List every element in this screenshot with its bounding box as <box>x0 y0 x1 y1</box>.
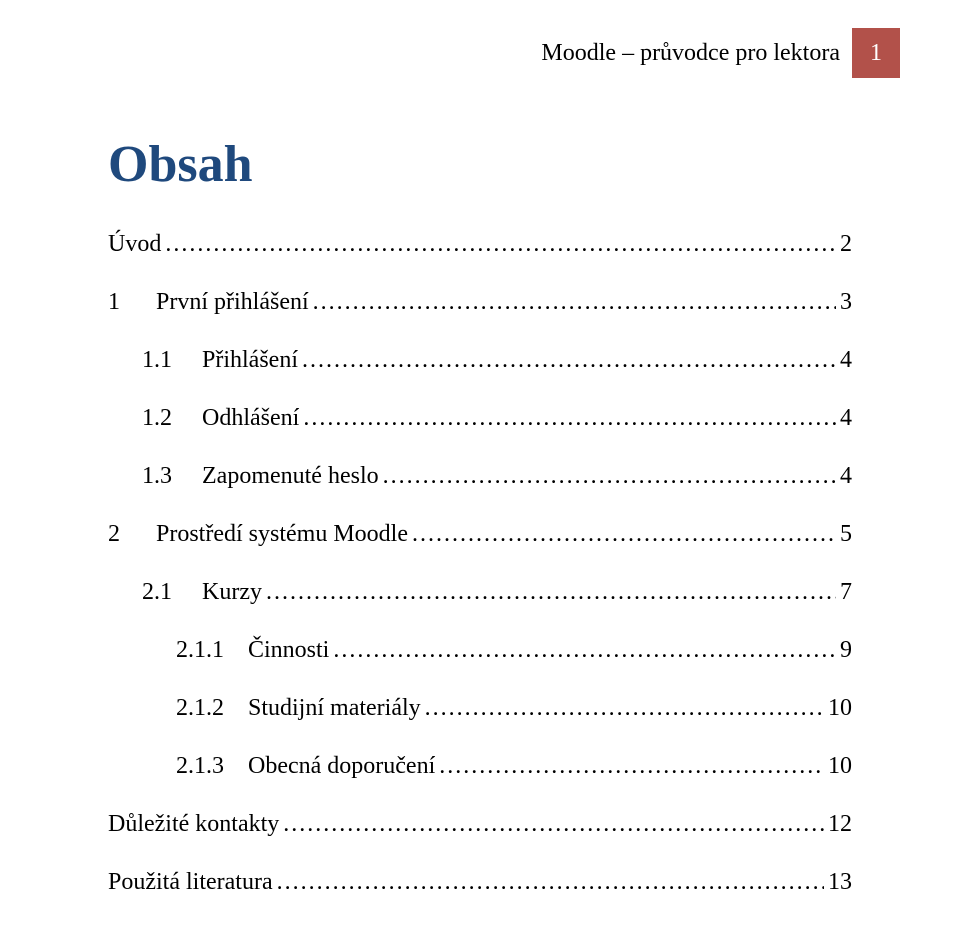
toc-entry: Důležité kontakty 12 <box>108 812 852 836</box>
toc-entry-label: 2.1.2 Studijní materiály <box>176 696 421 720</box>
toc-entry-title: Přihlášení <box>202 347 298 373</box>
toc-entry-page: 10 <box>828 754 852 778</box>
toc-entry-label: 1.2 Odhlášení <box>142 406 299 430</box>
toc-leader-dots <box>283 812 824 836</box>
toc-entry-page: 9 <box>840 638 852 662</box>
toc-entry-label: Důležité kontakty <box>108 812 279 836</box>
toc-entry-number: 1.3 <box>142 464 190 488</box>
table-of-contents: Úvod 2 1 První přihlášení 3 1.1 Přihlášení 4… <box>108 232 852 928</box>
toc-entry-page: 13 <box>828 870 852 894</box>
toc-leader-dots <box>383 464 836 488</box>
toc-entry-label: 2.1 Kurzy <box>142 580 262 604</box>
toc-leader-dots <box>302 348 836 372</box>
toc-entry: 1.3 Zapomenuté heslo 4 <box>108 464 852 488</box>
toc-leader-dots <box>425 696 824 720</box>
toc-leader-dots <box>165 232 836 256</box>
toc-entry: 1.1 Přihlášení 4 <box>108 348 852 372</box>
toc-entry-label: 2.1.3 Obecná doporučení <box>176 754 435 778</box>
toc-entry-page: 4 <box>840 406 852 430</box>
toc-entry: 2.1.1 Činnosti 9 <box>108 638 852 662</box>
toc-entry-label: 2 Prostředí systému Moodle <box>108 522 408 546</box>
toc-leader-dots <box>439 754 824 778</box>
toc-entry-title: Studijní materiály <box>248 695 421 721</box>
toc-entry-page: 3 <box>840 290 852 314</box>
toc-entry-label: 2.1.1 Činnosti <box>176 638 329 662</box>
toc-entry-label: Úvod <box>108 232 161 256</box>
toc-entry-title: Kurzy <box>202 579 262 605</box>
toc-entry: 2.1.3 Obecná doporučení 10 <box>108 754 852 778</box>
toc-entry-number: 1.2 <box>142 406 190 430</box>
toc-heading: Obsah <box>108 135 253 194</box>
toc-entry: Použitá literatura 13 <box>108 870 852 894</box>
toc-entry: 2.1.2 Studijní materiály 10 <box>108 696 852 720</box>
page-header: Moodle – průvodce pro lektora 1 <box>541 28 900 78</box>
toc-entry: Úvod 2 <box>108 232 852 256</box>
toc-entry-page: 12 <box>828 812 852 836</box>
toc-leader-dots <box>266 580 836 604</box>
toc-entry-label: Použitá literatura <box>108 870 273 894</box>
toc-leader-dots <box>333 638 836 662</box>
toc-entry: 1 První přihlášení 3 <box>108 290 852 314</box>
toc-entry-title: Prostředí systému Moodle <box>156 521 408 547</box>
toc-entry: 1.2 Odhlášení 4 <box>108 406 852 430</box>
toc-entry-page: 10 <box>828 696 852 720</box>
toc-entry-title: Použitá literatura <box>108 869 273 895</box>
toc-entry-title: Zapomenuté heslo <box>202 463 379 489</box>
document-page: Moodle – průvodce pro lektora 1 Obsah Úv… <box>0 0 960 890</box>
header-title: Moodle – průvodce pro lektora <box>541 28 850 78</box>
toc-entry-title: Úvod <box>108 231 161 257</box>
toc-entry-label: 1 První přihlášení <box>108 290 309 314</box>
toc-entry-label: 1.3 Zapomenuté heslo <box>142 464 379 488</box>
toc-entry-title: První přihlášení <box>156 289 309 315</box>
toc-entry-page: 5 <box>840 522 852 546</box>
page-number-badge: 1 <box>852 28 900 78</box>
toc-entry-title: Obecná doporučení <box>248 753 435 779</box>
toc-entry-page: 7 <box>840 580 852 604</box>
toc-entry-number: 2 <box>108 522 140 546</box>
toc-entry-number: 2.1.3 <box>176 754 238 778</box>
toc-leader-dots <box>412 522 836 546</box>
toc-entry-page: 2 <box>840 232 852 256</box>
toc-entry-title: Důležité kontakty <box>108 811 279 837</box>
toc-entry-label: 1.1 Přihlášení <box>142 348 298 372</box>
toc-entry-title: Odhlášení <box>202 405 299 431</box>
toc-entry-number: 2.1 <box>142 580 190 604</box>
toc-leader-dots <box>303 406 836 430</box>
toc-entry-number: 2.1.1 <box>176 638 238 662</box>
toc-entry-number: 1.1 <box>142 348 190 372</box>
toc-leader-dots <box>313 290 836 314</box>
toc-entry-title: Činnosti <box>248 637 329 663</box>
toc-entry-number: 1 <box>108 290 140 314</box>
toc-leader-dots <box>277 870 824 894</box>
toc-entry-page: 4 <box>840 464 852 488</box>
toc-entry-number: 2.1.2 <box>176 696 238 720</box>
toc-entry: 2 Prostředí systému Moodle 5 <box>108 522 852 546</box>
toc-entry-page: 4 <box>840 348 852 372</box>
toc-entry: 2.1 Kurzy 7 <box>108 580 852 604</box>
